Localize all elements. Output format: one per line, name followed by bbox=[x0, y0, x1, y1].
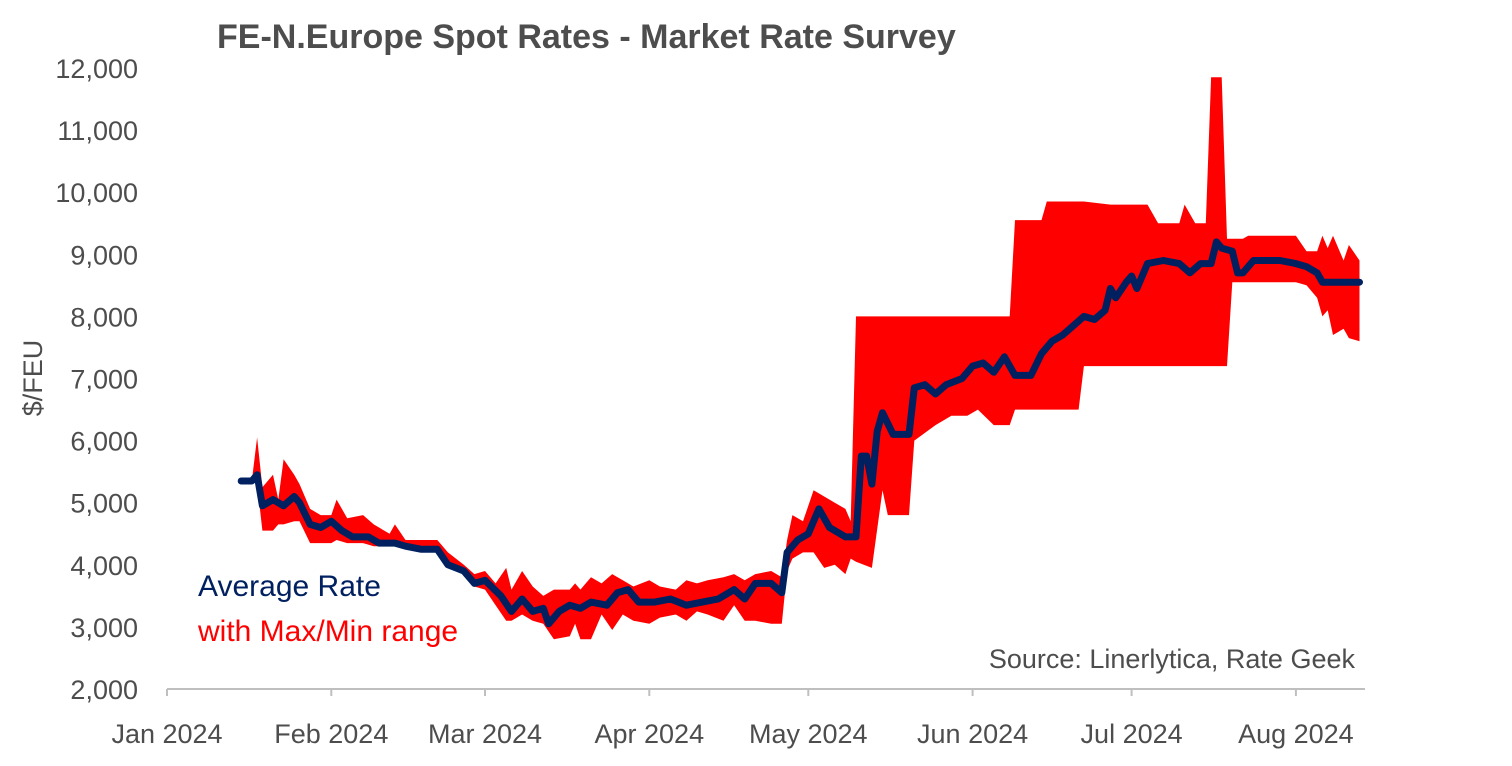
x-tick-label: May 2024 bbox=[749, 719, 868, 749]
average-rate-line bbox=[237, 238, 1363, 628]
max-min-range-area bbox=[241, 77, 1360, 640]
y-tick-label: 9,000 bbox=[70, 240, 138, 270]
y-tick-label: 5,000 bbox=[70, 489, 138, 519]
x-tick-label: Jun 2024 bbox=[917, 719, 1028, 749]
average-line-layer bbox=[237, 238, 1363, 628]
y-tick-label: 6,000 bbox=[70, 427, 138, 457]
source-note: Source: Linerlytica, Rate Geek bbox=[989, 644, 1356, 674]
range-area-layer bbox=[241, 77, 1360, 640]
y-tick-label: 7,000 bbox=[70, 365, 138, 395]
y-tick-label: 8,000 bbox=[70, 302, 138, 332]
y-tick-label: 11,000 bbox=[57, 116, 138, 146]
x-axis: Jan 2024 Feb 2024 Mar 2024 Apr 2024 May 2024… bbox=[111, 688, 1365, 749]
y-tick-label: 4,000 bbox=[70, 551, 138, 581]
y-tick-label: 2,000 bbox=[70, 675, 138, 705]
x-tick-label: Aug 2024 bbox=[1238, 719, 1354, 749]
chart-title: FE-N.Europe Spot Rates - Market Rate Sur… bbox=[217, 18, 956, 56]
x-tick-label: Feb 2024 bbox=[274, 719, 388, 749]
y-axis-ticks: 2,000 3,000 4,000 5,000 6,000 7,000 8,000 9,000… bbox=[55, 54, 138, 705]
x-tick-label: Apr 2024 bbox=[595, 719, 705, 749]
x-tick-label: Jan 2024 bbox=[111, 719, 222, 749]
x-tick-label: Jul 2024 bbox=[1081, 719, 1183, 749]
y-axis-title: $/FEU bbox=[18, 340, 48, 417]
y-tick-label: 3,000 bbox=[70, 613, 138, 643]
y-tick-label: 10,000 bbox=[55, 178, 138, 208]
y-tick-label: 12,000 bbox=[55, 54, 138, 84]
x-tick-label: Mar 2024 bbox=[428, 719, 542, 749]
legend-max-min-range: with Max/Min range bbox=[197, 615, 458, 648]
legend-average-rate: Average Rate bbox=[198, 570, 381, 603]
